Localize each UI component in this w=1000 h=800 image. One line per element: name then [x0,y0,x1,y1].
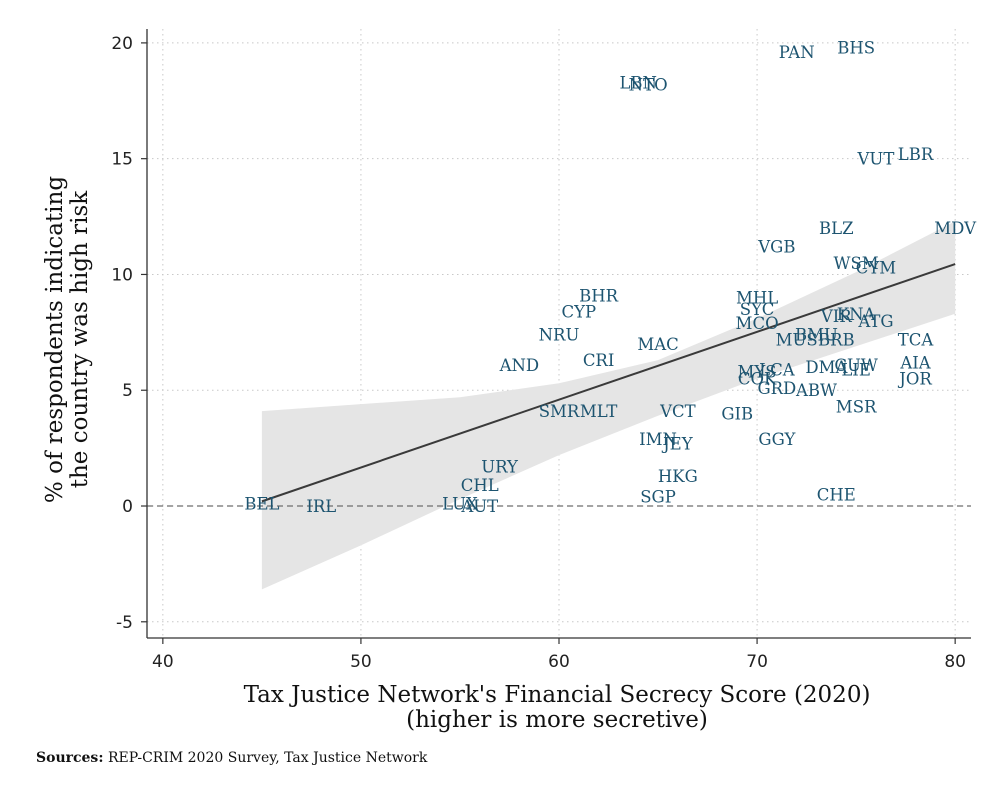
data-point-label: DMA [805,358,848,377]
data-point-label: AIA [899,353,931,372]
confidence-band [261,221,956,590]
data-point-label: CRI [583,351,615,370]
data-point-label: LBN [619,73,657,92]
source-label: Sources: [36,750,104,766]
data-point-label: JEY [661,434,694,453]
data-point-label: GIB [721,404,753,423]
y-tick-label: 15 [111,150,133,170]
y-tick-label: 0 [122,497,133,517]
data-point-label: SYC [740,300,775,319]
data-point-label: BHS [837,39,875,58]
y-tick-label: 10 [111,265,133,285]
data-point-label: KNA [837,305,877,324]
x-tick-label: 70 [746,652,768,672]
data-point-label: GGY [758,430,796,449]
data-point-label: CYM [856,259,897,278]
data-point-label: JOR [897,370,932,389]
x-tick-label: 50 [350,652,372,672]
data-point-label: CUW [834,356,878,375]
data-point-label: MLT [580,402,618,421]
x-tick-label: 80 [944,652,966,672]
data-point-label: MDV [934,219,977,238]
data-point-label: TCA [898,330,935,349]
data-point-label: VIR [820,307,852,326]
data-point-label: VUT [857,150,895,169]
data-point-label: LIE [841,360,871,379]
y-axis-title: % of respondents indicating [42,176,68,503]
source-note: Sources: REP-CRIM 2020 Survey, Tax Justi… [36,750,427,766]
x-axis-subtitle: (higher is more secretive) [406,707,708,733]
data-point-label: VCT [659,402,696,421]
data-point-label: CHE [817,485,856,504]
data-point-label: WSM [834,254,879,273]
y-tick-label: 5 [122,381,133,401]
data-point-label: MUS [776,330,818,349]
x-tick-label: 40 [152,652,174,672]
data-point-label: LCA [759,360,796,379]
data-point-label: HKG [658,467,698,486]
data-point-label: BRB [818,330,855,349]
data-point-label: IRL [306,497,336,516]
data-point-label: BMU [795,326,838,345]
x-tick-label: 60 [548,652,570,672]
data-point-label: IMN [639,430,677,449]
data-point-label: CYP [561,303,596,322]
data-point-label: BHR [579,286,619,305]
x-axis-title: Tax Justice Network's Financial Secrecy … [244,682,871,708]
data-point-label: ATG [857,312,893,331]
data-point-label: LUX [442,495,478,514]
data-point-label: MYS [738,363,777,382]
data-point-label: AUT [460,497,498,516]
y-tick-label: 20 [111,34,133,54]
fit-line [261,263,956,503]
data-point-label: URY [481,458,519,477]
data-point-label: BLZ [819,219,854,238]
data-point-label: SMR [539,402,580,421]
data-point-label: LBR [898,145,934,164]
data-point-label: COK [738,370,777,389]
data-point-label: BEL [244,495,279,514]
data-point-label: MHL [736,289,778,308]
y-axis-subtitle: the country was high risk [67,190,93,489]
data-point-label: PAN [779,43,815,62]
data-point-label: SGP [640,488,676,507]
data-point-label: ABW [795,381,837,400]
y-tick-label: -5 [116,613,133,633]
data-point-label: GRD [757,379,796,398]
data-point-label: AND [499,356,540,375]
data-point-label: CHL [461,476,499,495]
data-point-label: VGB [757,238,795,257]
source-text: REP-CRIM 2020 Survey, Tax Justice Networ… [107,750,428,766]
data-point-label: MAC [637,335,678,354]
data-point-label: MSR [836,397,877,416]
data-point-label: MCO [736,314,779,333]
data-point-label: NRU [539,326,580,345]
data-point-label: NTO [629,76,668,95]
